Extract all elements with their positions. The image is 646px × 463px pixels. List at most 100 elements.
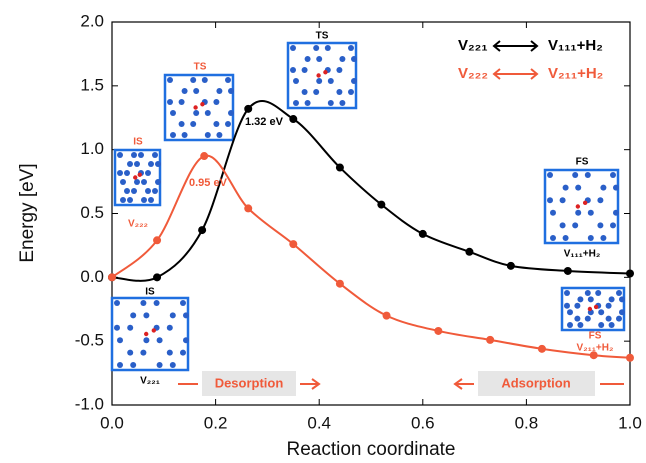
data-point <box>153 273 162 282</box>
atom <box>124 188 130 194</box>
atom <box>301 67 308 73</box>
atom <box>153 300 160 306</box>
atom <box>193 88 200 94</box>
legend-arrow <box>492 68 539 80</box>
atom <box>574 315 581 322</box>
atom <box>293 100 299 106</box>
atom <box>610 222 616 229</box>
atom <box>575 184 582 191</box>
atom <box>170 110 176 116</box>
inset-label: TS <box>194 62 207 73</box>
atom <box>577 296 584 303</box>
atom <box>155 161 161 167</box>
atom <box>327 78 334 84</box>
atom <box>193 110 200 116</box>
atom <box>183 337 189 344</box>
atom <box>616 315 622 322</box>
atom <box>180 349 186 356</box>
atom <box>127 161 133 167</box>
inset-frame <box>543 168 620 245</box>
data-point <box>626 269 634 278</box>
atom <box>114 324 120 331</box>
atom <box>598 309 605 316</box>
atom <box>124 170 130 176</box>
desorption-label: Desorption <box>215 375 284 390</box>
atom <box>225 121 231 127</box>
atom <box>127 349 134 356</box>
atom <box>547 197 553 204</box>
atom <box>562 235 569 241</box>
atom <box>564 290 570 296</box>
atom <box>564 302 570 309</box>
atom <box>190 77 197 83</box>
atom <box>166 349 173 356</box>
inset-frame <box>286 41 358 110</box>
data-point <box>108 273 116 282</box>
atom <box>587 296 594 303</box>
atom <box>190 121 197 127</box>
atom <box>575 209 582 216</box>
atom <box>228 88 234 94</box>
atom <box>587 209 594 216</box>
atom <box>127 324 134 331</box>
atom <box>619 309 625 316</box>
atom <box>225 77 231 83</box>
x-tick-label: 0.8 <box>515 413 539 432</box>
y-tick-label: 1.5 <box>80 75 104 94</box>
atom <box>351 56 357 62</box>
adsorption-arrow <box>453 378 624 390</box>
data-point <box>506 261 515 270</box>
peak-label: 1.32 eV <box>245 116 284 128</box>
atom <box>117 362 123 368</box>
atom-h <box>137 172 142 177</box>
atom <box>120 179 126 185</box>
peak-label: 0.95 eV <box>189 177 228 189</box>
desorption-box <box>202 371 296 396</box>
data-point <box>434 326 443 335</box>
atom <box>605 302 612 309</box>
data-point <box>377 200 386 209</box>
atom <box>293 78 299 84</box>
atom <box>313 45 320 51</box>
atom <box>336 89 343 95</box>
data-point <box>289 240 298 249</box>
atom <box>169 312 176 319</box>
atom <box>152 152 158 158</box>
data-point <box>198 226 207 235</box>
x-tick-label: 1.0 <box>618 413 642 432</box>
y-tick-label: -0.5 <box>75 331 104 350</box>
data-point <box>289 115 298 124</box>
atom-h <box>575 204 581 209</box>
atom <box>131 152 137 158</box>
atom <box>170 132 176 138</box>
atom <box>156 362 163 368</box>
atom <box>156 337 163 344</box>
atom <box>117 170 123 176</box>
atom-h <box>133 175 138 180</box>
atom <box>134 179 140 185</box>
data-point <box>244 204 253 213</box>
atom <box>324 45 331 51</box>
atom-h <box>151 328 156 333</box>
data-point <box>563 266 572 275</box>
data-point <box>335 279 344 288</box>
atom <box>138 152 144 158</box>
atom <box>584 315 591 322</box>
y-axis-title: Energy [eV] <box>17 163 38 262</box>
atom <box>562 184 569 191</box>
atom <box>597 222 604 229</box>
data-point <box>335 163 344 172</box>
atom <box>228 110 234 116</box>
atom <box>339 100 346 106</box>
atom <box>213 121 220 127</box>
y-tick-label: 1.0 <box>80 139 104 158</box>
data-point <box>244 104 253 113</box>
atom <box>336 67 343 73</box>
data-point <box>589 351 598 360</box>
atom <box>134 161 140 167</box>
atom <box>140 300 147 306</box>
atom <box>584 290 591 296</box>
atom <box>600 235 607 241</box>
x-tick-label: 0.0 <box>100 413 124 432</box>
